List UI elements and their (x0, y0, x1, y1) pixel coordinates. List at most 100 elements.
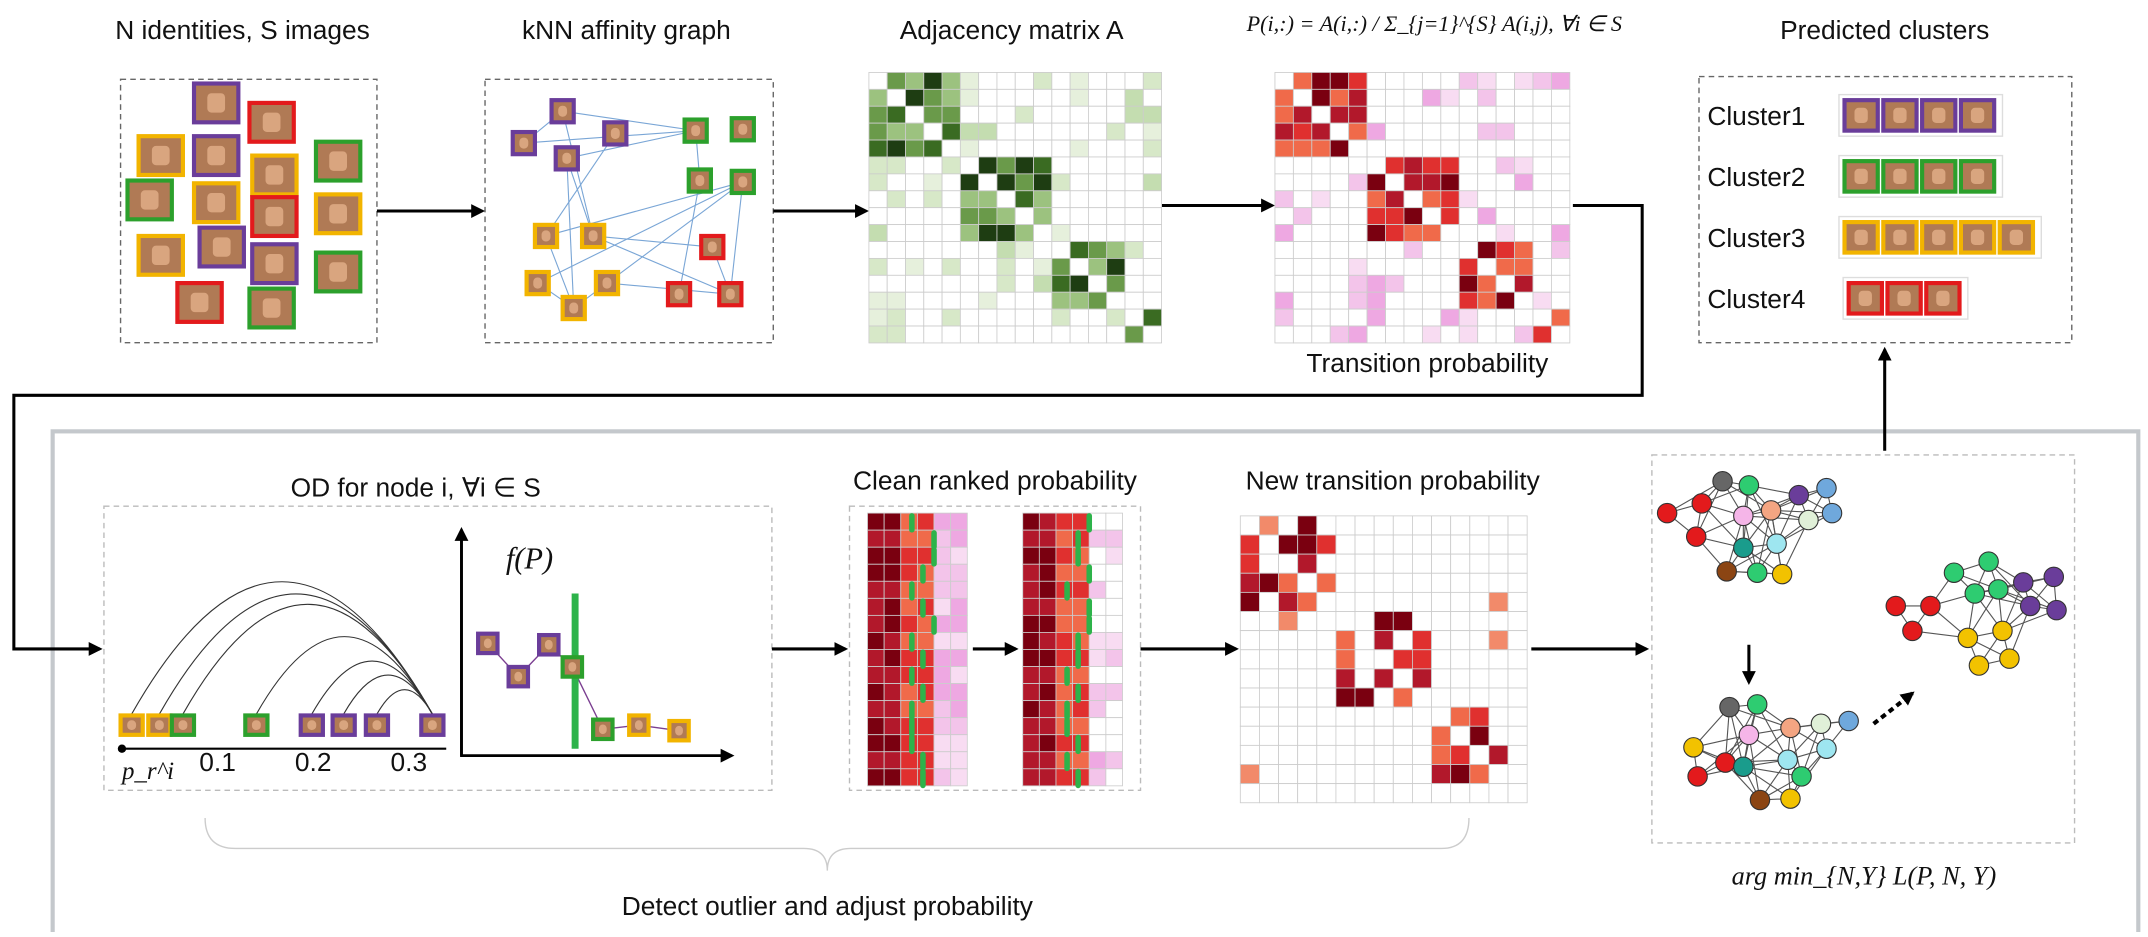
matrix-cell (1514, 156, 1534, 175)
matrix-cell (1495, 105, 1515, 124)
matrix-cell (1022, 597, 1040, 616)
matrix-cell (1550, 88, 1571, 107)
face-detail (568, 662, 577, 672)
matrix-cell (1292, 291, 1313, 310)
matrix-cell (905, 88, 925, 107)
matrix-cell (1055, 512, 1074, 531)
matrix-cell (867, 512, 885, 531)
matrix-cell (1124, 291, 1144, 310)
face-detail (569, 302, 579, 314)
matrix-cell (923, 190, 943, 209)
matrix-cell (1450, 611, 1471, 632)
matrix-cell (868, 139, 888, 158)
matrix-cell (1348, 257, 1368, 276)
node (1957, 627, 1979, 649)
matrix-cell (1329, 207, 1350, 226)
matrix-cell (905, 257, 925, 276)
matrix-cell (1142, 173, 1162, 192)
matrix-cell (1259, 611, 1279, 632)
face-detail (1854, 107, 1868, 124)
matrix-cell (1051, 291, 1071, 310)
matrix-cell (1051, 122, 1071, 141)
axis-origin (117, 744, 127, 753)
matrix-cell (1033, 308, 1053, 327)
matrix-cell (1124, 88, 1144, 107)
matrix-cell (1106, 291, 1126, 310)
face-detail (691, 125, 701, 137)
matrix-cell (1532, 88, 1552, 107)
matrix-cell (900, 751, 918, 770)
matrix-cell (1274, 257, 1294, 276)
matrix-cell (941, 173, 961, 192)
matrix-cell (1105, 683, 1123, 702)
matrix-cell (1550, 274, 1571, 293)
matrix-cell (1239, 744, 1260, 765)
matrix-cell (1278, 725, 1299, 746)
matrix-cell (1055, 768, 1074, 787)
matrix-cell (1495, 156, 1515, 175)
matrix-cell (1014, 274, 1034, 293)
matrix-cell (923, 156, 943, 175)
face (1920, 159, 1958, 194)
node (1691, 493, 1713, 514)
matrix-cell (1051, 190, 1071, 209)
matrix-cell (1274, 139, 1294, 158)
node (1780, 788, 1801, 809)
matrix-cell (1477, 291, 1497, 310)
matrix-cell (1411, 611, 1432, 632)
matrix-cell (1106, 207, 1126, 226)
matrix-cell (1458, 207, 1479, 226)
matrix-cell (1385, 207, 1405, 226)
matrix-cell (868, 241, 888, 259)
matrix-cell (1124, 190, 1144, 209)
matrix-cell (950, 734, 968, 753)
face-detail (265, 253, 284, 274)
matrix-cell (959, 291, 980, 310)
matrix-cell (1550, 173, 1571, 192)
edge (1756, 510, 1772, 573)
matrix-cell (1087, 88, 1108, 107)
matrix-cell (1403, 308, 1423, 327)
node (1712, 470, 1733, 492)
face-detail (2009, 229, 2024, 245)
matrix-cell (1366, 308, 1386, 327)
matrix-cell (1292, 257, 1313, 276)
face (1842, 220, 1880, 255)
matrix-cell (1495, 72, 1515, 90)
matrix-cell (886, 257, 906, 276)
matrix-cell (1069, 291, 1089, 310)
matrix-cell (1514, 224, 1534, 242)
matrix-cell (1458, 291, 1479, 310)
matrix-cell (1458, 173, 1479, 192)
matrix-cell (1392, 725, 1413, 746)
outlier-bar (1075, 649, 1081, 669)
outlier-bar (909, 632, 915, 652)
face-detail (329, 151, 348, 171)
matrix-cell (1532, 173, 1552, 192)
matrix-cell (996, 72, 1016, 90)
matrix-cell (1274, 241, 1294, 259)
face-detail (207, 145, 226, 166)
matrix-cell (1354, 687, 1375, 708)
matrix-cell (1292, 72, 1313, 90)
matrix-cell (1403, 122, 1423, 141)
matrix-cell (959, 224, 980, 242)
matrix-cell (1514, 72, 1534, 90)
matrix-cell (1087, 105, 1108, 124)
matrix-cell (1411, 668, 1432, 689)
matrix-cell (1274, 190, 1294, 209)
matrix-cell (1292, 308, 1313, 327)
matrix-cell (1105, 717, 1123, 736)
matrix-cell (1087, 274, 1108, 293)
matrix-cell (1142, 291, 1162, 310)
matrix-cell (941, 72, 961, 90)
matrix-cell (1033, 291, 1053, 310)
matrix-cell (1373, 783, 1394, 804)
outlier-bar (931, 547, 937, 567)
matrix-cell (1392, 764, 1413, 785)
matrix-cell (916, 734, 935, 753)
face-detail (675, 725, 683, 736)
matrix-cell (1051, 224, 1071, 242)
matrix-cell (1458, 190, 1479, 209)
matrix-cell (1087, 325, 1108, 344)
